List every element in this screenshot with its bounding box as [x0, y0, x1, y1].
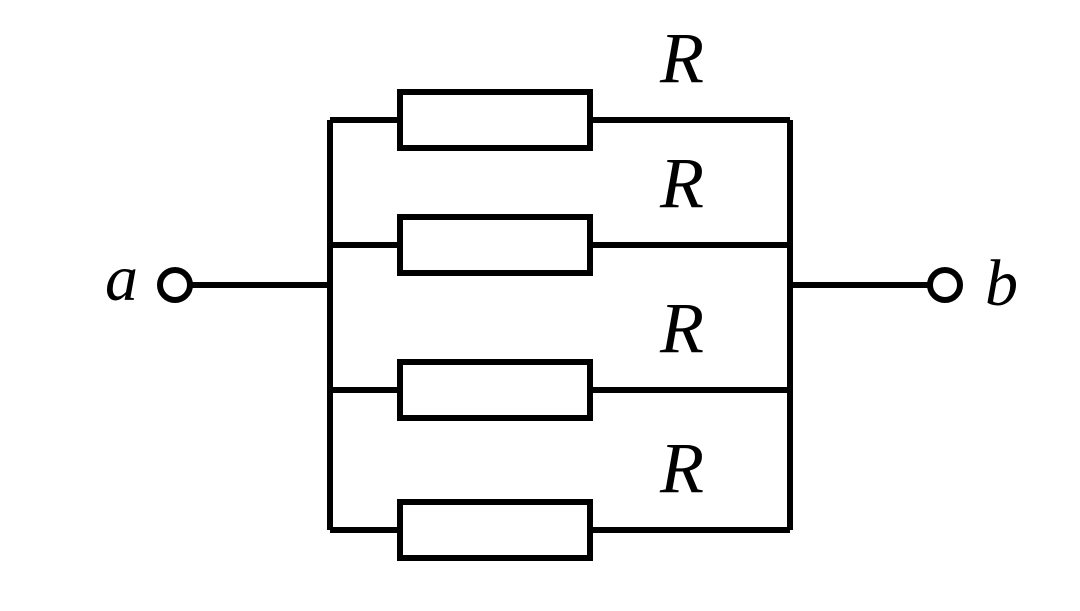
resistor-1-label: R — [659, 143, 704, 223]
terminal-a-node — [160, 270, 190, 300]
resistor-3 — [400, 502, 590, 558]
resistor-1 — [400, 217, 590, 273]
terminal-a-label: a — [105, 242, 138, 315]
terminal-b-node — [930, 270, 960, 300]
terminal-b-label: b — [985, 247, 1018, 320]
resistor-2-label: R — [659, 288, 704, 368]
resistor-0-label: R — [659, 18, 704, 98]
resistor-0 — [400, 92, 590, 148]
circuit-diagram: RRRR ab — [0, 0, 1080, 611]
resistor-2 — [400, 362, 590, 418]
resistor-3-label: R — [659, 428, 704, 508]
wires-and-resistors: RRRR — [190, 18, 930, 558]
